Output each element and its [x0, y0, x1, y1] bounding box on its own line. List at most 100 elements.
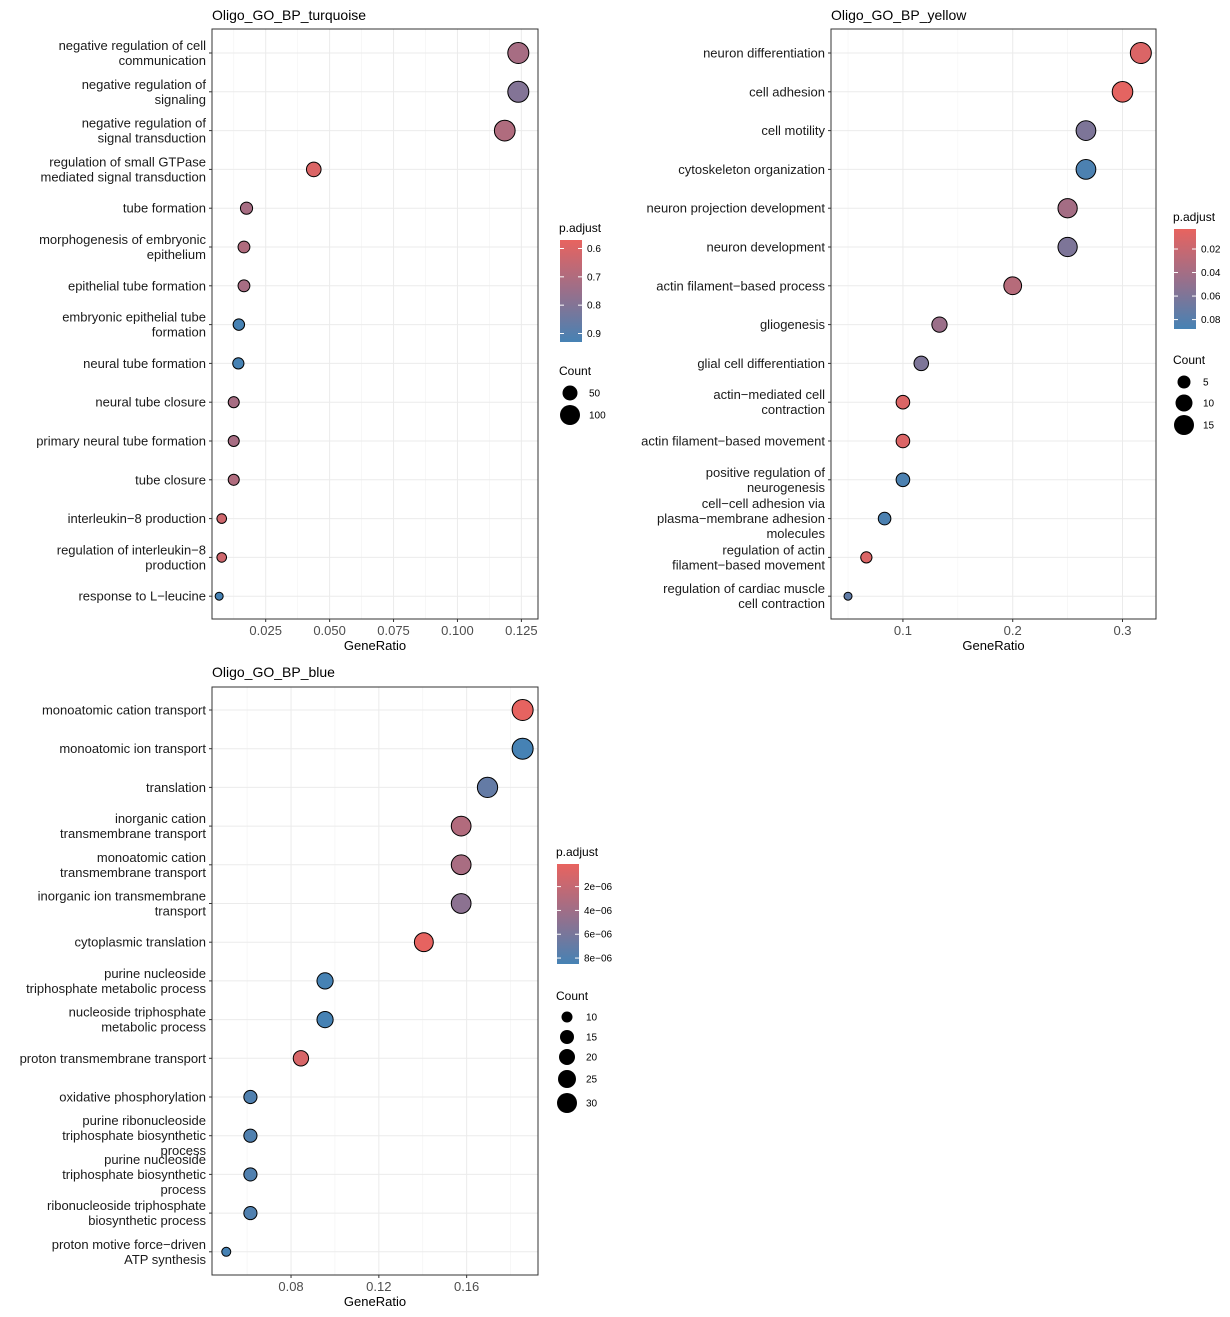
chart0-point — [237, 279, 251, 293]
chart1-legend-color-title: p.adjust — [1173, 210, 1216, 224]
chart1-category-label: actin filament−based process — [656, 278, 825, 293]
chart0-point — [216, 552, 228, 563]
chart2-legend-color-label: 8e−06 — [584, 954, 613, 965]
chart0-point — [232, 318, 246, 331]
chart1-legend-size-dot — [1175, 394, 1193, 412]
chart0-category-label: negative regulation of cell communication — [59, 38, 207, 68]
chart1-xtick-label: 0.1 — [894, 623, 912, 638]
chart2-legend-size-dot — [560, 1030, 574, 1044]
chart2-category-label: nucleoside triphosphate metabolic process — [69, 1005, 207, 1035]
chart2-point — [243, 1167, 258, 1182]
chart2-category-label: inorganic cation transmembrane transport — [60, 811, 206, 841]
chart1-title: Oligo_GO_BP_yellow — [831, 7, 967, 23]
chart0-category-label: tube formation — [123, 201, 206, 216]
chart2-category-label: cytoplasmic translation — [75, 935, 207, 950]
chart1-category-label: glial cell differentiation — [697, 356, 825, 371]
chart0-point — [216, 513, 228, 524]
chart0-category-label: embryonic epithelial tube formation — [62, 310, 206, 340]
chart0-legend-size-dot — [562, 385, 578, 401]
chart0-point — [227, 473, 240, 486]
chart0-point — [507, 42, 530, 64]
chart0-legend-color-label: 0.6 — [587, 244, 601, 255]
chart2-category-label: monoatomic ion transport — [59, 741, 206, 756]
chart2-point — [316, 972, 334, 990]
chart1-category-label: cell−cell adhesion via plasma−membrane ad… — [657, 496, 826, 541]
chart1-category-label: gliogenesis — [760, 317, 826, 332]
chart0-category-label: epithelial tube formation — [68, 278, 206, 293]
chart0-category-label: negative regulation of signaling — [82, 77, 207, 107]
chart2-legend-size-dot — [559, 1049, 575, 1065]
chart1-xtick-label: 0.3 — [1113, 623, 1131, 638]
chart1-legend-size-dot — [1174, 415, 1194, 435]
chart1-legend-size-label: 10 — [1203, 399, 1215, 410]
chart2-category-label: translation — [146, 780, 206, 795]
chart2-category-label: purine nucleoside triphosphate metabolic … — [26, 966, 206, 996]
chart1-xlabel: GeneRatio — [962, 638, 1024, 653]
chart1-legend-color-label: 0.02 — [1201, 245, 1221, 256]
chart1-category-label: cytoskeleton organization — [678, 162, 825, 177]
chart0-legend-size-title: Count — [559, 364, 592, 378]
chart0-point — [305, 161, 322, 178]
chart1-point — [1057, 198, 1078, 219]
chart2-xtick-label: 0.12 — [366, 1279, 391, 1294]
chart0-xtick-label: 0.125 — [505, 623, 538, 638]
chart1-point — [931, 316, 948, 333]
chart2-category-label: inorganic ion transmembrane transport — [38, 889, 207, 919]
chart2-legend-size-label: 20 — [586, 1053, 598, 1064]
chart1-legend-size-title: Count — [1173, 353, 1206, 367]
chart2-title: Oligo_GO_BP_blue — [212, 664, 335, 680]
chart1-legend-colorbar — [1174, 229, 1196, 329]
chart1-legend-color-label: 0.06 — [1201, 292, 1221, 303]
chart2-legend-color-label: 2e−06 — [584, 882, 613, 893]
chart2-panel: Oligo_GO_BP_blue monoatomic cation transp… — [20, 664, 613, 1309]
chart0-point — [237, 240, 251, 254]
chart0-legend-color-title: p.adjust — [559, 221, 602, 235]
chart2-legend-size-label: 25 — [586, 1075, 598, 1086]
chart2-point — [450, 815, 472, 837]
chart2-category-label: purine nucleoside triphosphate biosynthet… — [62, 1152, 206, 1197]
chart0-category-label: primary neural tube formation — [36, 434, 206, 449]
chart1-point — [913, 355, 930, 372]
chart1-category-label: neuron projection development — [646, 201, 825, 216]
chart2-legend-size-label: 10 — [586, 1013, 598, 1024]
chart1-point — [843, 591, 853, 601]
chart1-legend-size-label: 15 — [1203, 421, 1215, 432]
chart0-xlabel: GeneRatio — [344, 638, 406, 653]
chart1-point — [895, 472, 911, 488]
chart1-legend-size-label: 5 — [1203, 378, 1209, 389]
chart2-point — [221, 1246, 232, 1257]
chart0-point — [507, 80, 530, 103]
chart2-legend-color-label: 6e−06 — [584, 930, 613, 941]
chart0-category-label: negative regulation of signal transductio… — [82, 116, 207, 146]
chart0-category-label: response to L−leucine — [78, 589, 206, 604]
chart0-xtick-label: 0.100 — [441, 623, 474, 638]
chart2-point — [243, 1089, 258, 1105]
chart1-point — [860, 551, 873, 564]
chart2-legend-color-title: p.adjust — [556, 845, 599, 859]
chart2-category-label: proton transmembrane transport — [20, 1051, 207, 1066]
chart0-panel: Oligo_GO_BP_turquoise negative regulation… — [36, 7, 606, 653]
chart2-legend-size-dot — [558, 1070, 576, 1088]
chart0-xtick-label: 0.075 — [377, 623, 410, 638]
chart0-category-label: tube closure — [135, 472, 206, 487]
chart2-category-label: ribonucleoside triphosphate biosynthetic … — [47, 1198, 206, 1228]
chart2-legend-size-label: 15 — [586, 1033, 598, 1044]
chart2-xlabel: GeneRatio — [344, 1294, 406, 1309]
chart2-category-label: proton motive force−driven ATP synthesis — [52, 1237, 207, 1267]
chart0-legend-size-dot — [560, 405, 580, 425]
chart1-point — [1111, 81, 1134, 103]
chart0-point — [227, 396, 240, 409]
chart1-category-label: regulation of cardiac muscle cell contrac… — [663, 581, 825, 611]
chart2-category-label: monoatomic cation transport — [42, 703, 206, 718]
chart0-point — [232, 357, 245, 370]
chart2-legend-colorbar — [557, 864, 579, 964]
chart1-point — [1075, 159, 1097, 180]
chart0-point — [227, 434, 240, 448]
chart1-point — [1129, 42, 1152, 64]
chart0-category-label: neural tube formation — [83, 356, 206, 371]
chart0-category-label: interleukin−8 production — [68, 511, 206, 526]
chart1-category-label: actin−mediated cell contraction — [713, 387, 825, 417]
chart0-point — [493, 119, 516, 142]
